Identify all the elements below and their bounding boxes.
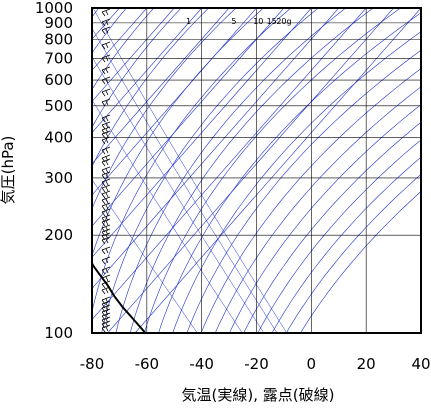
- mixing-ratio-label: 5: [231, 17, 236, 26]
- mixing-ratio-line: [92, 8, 288, 333]
- wind-barb: [101, 280, 111, 289]
- x-tick-label: -20: [244, 355, 269, 373]
- dry-adiabat-line: [257, 139, 421, 333]
- x-axis-title: 気温(実線), 露点(破線): [182, 386, 335, 404]
- y-axis-title: 気圧(hPa): [0, 136, 17, 205]
- wind-barb: [101, 208, 111, 217]
- isotherm-line: [92, 8, 285, 227]
- y-tick-label: 600: [44, 71, 73, 89]
- y-tick-label: 300: [44, 169, 73, 187]
- wind-barb: [101, 196, 111, 205]
- y-tick-label: 200: [44, 226, 73, 244]
- wind-barb: [101, 18, 111, 27]
- wind-barb: [101, 218, 111, 227]
- mixing-ratio-line: [92, 56, 265, 333]
- isotherm-line: [92, 8, 175, 102]
- dry-adiabat-line: [214, 86, 421, 333]
- wind-barb: [101, 121, 111, 130]
- tick-labels: -80 -60 -40 -20 0 20 40 100 200 300 400 500 600 70080…: [35, 0, 431, 373]
- wind-barb: [101, 8, 111, 17]
- wind-barb: [101, 98, 111, 107]
- dry-adiabat-line: [186, 49, 421, 333]
- dry-adiabat-line: [200, 68, 421, 333]
- isotherm-line: [92, 8, 230, 165]
- dry-adiabat-line: [271, 156, 421, 333]
- wind-barb: [101, 256, 111, 265]
- dry-adiabat-line: [158, 12, 421, 333]
- mixing-ratio-label: 1: [186, 17, 191, 26]
- wind-barb: [101, 136, 111, 145]
- dry-adiabat-line: [92, 8, 155, 91]
- y-tick-label: 100: [44, 324, 73, 342]
- y-tick-label: 500: [44, 97, 73, 115]
- wind-barb: [101, 158, 111, 167]
- wind-barb: [101, 41, 111, 50]
- mixing-ratio-label: 10: [253, 17, 263, 26]
- x-tick-label: 0: [307, 355, 317, 373]
- isotherm-line: [92, 8, 202, 134]
- mixing-ratio-line: [92, 179, 198, 333]
- mixing-ratio-label: 20g: [276, 17, 291, 26]
- isotherm-line: [134, 8, 421, 333]
- wind-barb: [101, 166, 111, 175]
- y-tick-label: 900: [44, 14, 73, 32]
- wind-barb: [101, 202, 111, 211]
- dry-adiabat-line: [101, 8, 319, 333]
- isotherm-line: [92, 8, 339, 289]
- wind-barb: [101, 171, 111, 180]
- dry-adiabat-line: [129, 8, 374, 333]
- x-tick-label: -60: [135, 355, 160, 373]
- dry-adiabat-line: [92, 8, 292, 313]
- dry-adiabat-line: [229, 104, 421, 333]
- wind-barb: [101, 236, 111, 245]
- mixing-ratio-label: 15: [267, 17, 277, 26]
- wind-barb: [101, 246, 111, 255]
- wind-barb: [101, 76, 111, 85]
- x-tick-label: 40: [411, 355, 430, 373]
- wind-barb: [101, 130, 111, 139]
- wind-barb: [101, 88, 111, 97]
- wind-barbs: [101, 8, 111, 333]
- wind-barb: [101, 114, 111, 123]
- dry-adiabat-line: [92, 8, 264, 257]
- dry-adiabat-line: [172, 31, 421, 333]
- wind-barb: [101, 26, 111, 35]
- wind-barb: [101, 286, 111, 295]
- wind-barb: [101, 274, 111, 283]
- wind-barb: [101, 66, 111, 75]
- plot-frame: [91, 7, 422, 334]
- mixing-ratio-line: [92, 27, 278, 333]
- wind-barb: [101, 184, 111, 193]
- wind-barb: [101, 146, 111, 155]
- x-tick-label: -80: [80, 355, 105, 373]
- x-tick-label: 20: [357, 355, 376, 373]
- wind-barb: [101, 190, 111, 199]
- y-tick-label: 800: [44, 30, 73, 48]
- wind-barb: [101, 54, 111, 63]
- plot-area: 1 5 10 15 20g: [92, 8, 421, 333]
- dry-adiabat-line: [92, 8, 182, 128]
- dry-adiabat-line: [115, 8, 346, 333]
- y-tick-label: 700: [44, 49, 73, 67]
- wind-barb: [101, 266, 111, 275]
- mixing-ratio-line: [92, 99, 243, 333]
- y-tick-label: 400: [44, 128, 73, 146]
- wind-barb: [101, 178, 111, 187]
- y-tick-label: 1000: [35, 0, 73, 17]
- dry-adiabat-line: [92, 8, 209, 168]
- dry-adiabat-line: [92, 8, 237, 210]
- isotherm-line: [107, 8, 394, 333]
- x-tick-label: -40: [189, 355, 214, 373]
- dry-adiabat-line: [300, 191, 421, 333]
- wind-barb: [101, 324, 111, 333]
- dry-adiabat-line: [285, 173, 421, 333]
- temperature-line: [92, 261, 147, 333]
- isotherm-line: [92, 8, 367, 321]
- dry-adiabat-line: [144, 8, 401, 333]
- isotherm-line: [92, 8, 148, 71]
- isotherm-line: [92, 8, 312, 258]
